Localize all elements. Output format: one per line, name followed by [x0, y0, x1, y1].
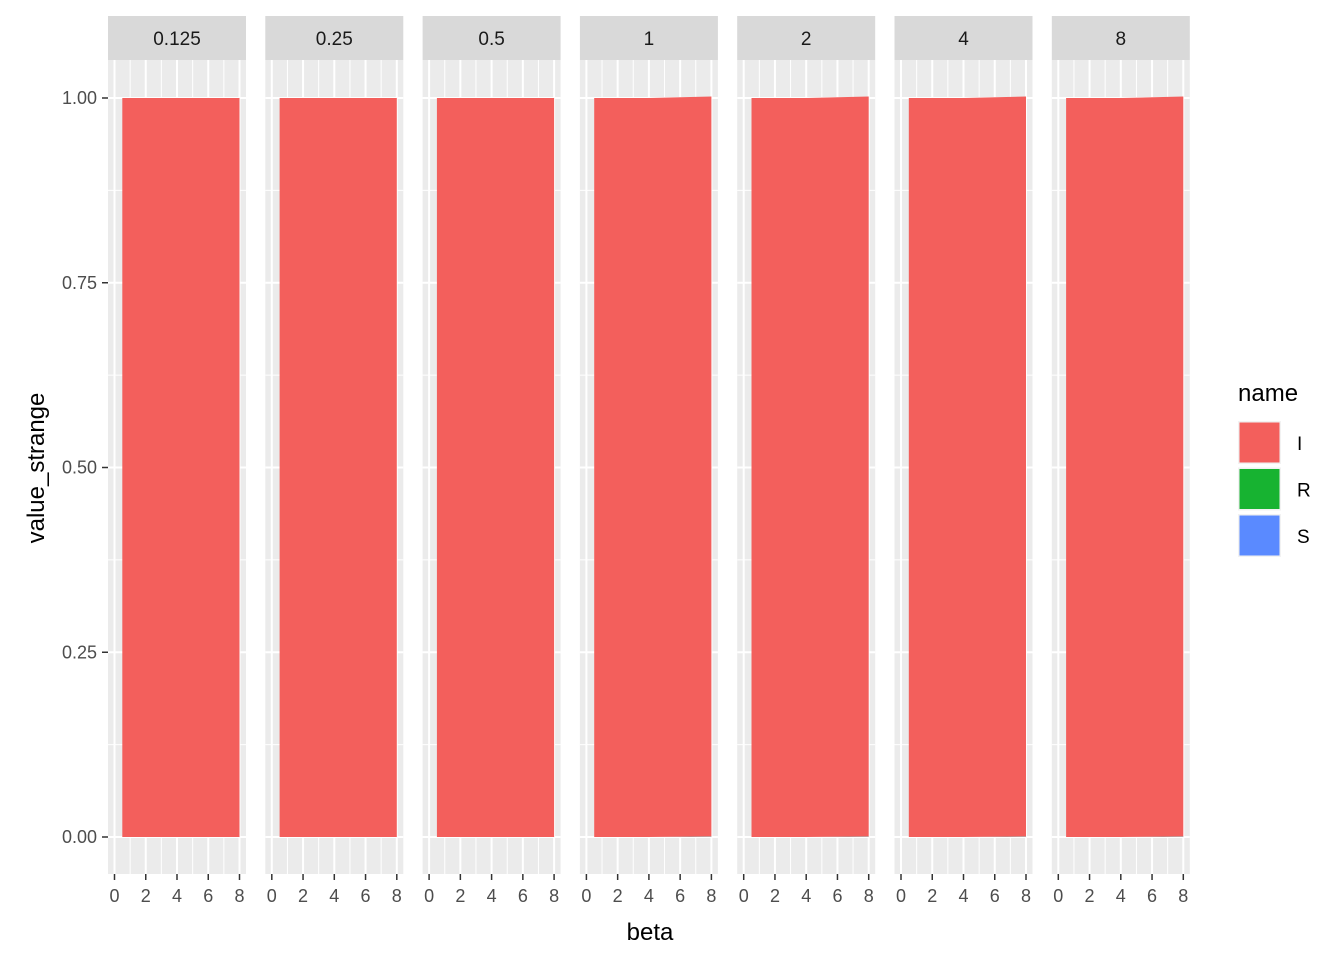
y-tick-label: 0.75	[62, 273, 97, 293]
x-tick-label: 0	[267, 886, 277, 906]
x-tick-label: 4	[172, 886, 182, 906]
facet-strip	[108, 16, 246, 60]
x-tick-label: 4	[958, 886, 968, 906]
x-tick-label: 0	[1053, 886, 1063, 906]
facet-strip-label: 4	[958, 29, 969, 50]
facet-strip	[737, 16, 876, 60]
legend-swatch-R	[1239, 469, 1280, 509]
x-tick-label: 6	[832, 886, 842, 906]
x-tick-label: 8	[1021, 886, 1031, 906]
y-tick-label: 0.25	[62, 642, 97, 662]
x-tick-label: 0	[109, 886, 119, 906]
y-tick-label: 1.00	[62, 88, 97, 108]
x-tick-label: 0	[739, 886, 749, 906]
facet-strip	[894, 16, 1033, 60]
facet-panel: 1 0 2 4 6 8	[579, 16, 718, 906]
facet-strip	[1051, 16, 1190, 60]
legend-swatch-S	[1239, 515, 1280, 556]
x-tick-label: 2	[613, 886, 623, 906]
area-series-I	[436, 98, 555, 837]
x-axis-title: beta	[627, 919, 674, 946]
x-tick-label: 0	[424, 886, 434, 906]
facet-strip-label: 8	[1116, 29, 1127, 50]
facet-panel: 8 0 2 4 6 8	[1051, 16, 1190, 906]
x-tick-label: 4	[487, 886, 497, 906]
x-tick-label: 6	[990, 886, 1000, 906]
facet-strip-label: 2	[801, 29, 812, 50]
x-tick-label: 2	[455, 886, 465, 906]
facet-panel: 0.5 0 2 4 6 8	[422, 16, 561, 906]
area-series-I	[594, 96, 712, 837]
x-tick-label: 8	[549, 886, 559, 906]
x-tick-label: 6	[518, 886, 528, 906]
x-tick-label: 4	[329, 886, 339, 906]
area-series-S	[751, 836, 869, 837]
facet-strip-label: 0.125	[153, 29, 201, 50]
y-axis-title: value_strange	[23, 393, 50, 544]
area-series-S	[1066, 836, 1184, 837]
facet-panel: 2 0 2 4 6 8	[737, 16, 876, 906]
x-tick-label: 2	[927, 886, 937, 906]
facet-panel: 0.125 0 2 4 6 8	[108, 16, 246, 906]
x-tick-label: 6	[361, 886, 371, 906]
area-series-I	[751, 96, 869, 837]
facet-strip-label: 0.5	[478, 29, 504, 50]
facet-panel: 4 0 2 4 6 8	[894, 16, 1033, 906]
y-tick-label: 0.00	[62, 827, 97, 847]
legend-label: S	[1297, 527, 1310, 548]
x-tick-label: 4	[801, 886, 811, 906]
x-tick-label: 6	[675, 886, 685, 906]
legend-label: R	[1297, 481, 1311, 502]
x-tick-label: 0	[896, 886, 906, 906]
x-tick-label: 6	[1147, 886, 1157, 906]
x-tick-label: 2	[770, 886, 780, 906]
x-tick-label: 2	[141, 886, 151, 906]
x-tick-label: 0	[581, 886, 591, 906]
y-tick-label: 0.50	[62, 458, 97, 478]
x-tick-label: 8	[392, 886, 402, 906]
facet-strip	[265, 16, 404, 60]
x-tick-label: 8	[234, 886, 244, 906]
x-tick-label: 2	[1085, 886, 1095, 906]
facet-strip-label: 1	[644, 29, 655, 50]
area-series-I	[908, 96, 1026, 837]
facet-strip	[579, 16, 718, 60]
facet-strip-label: 0.25	[316, 29, 353, 50]
y-axis: 0.00 0.25 0.50 0.75 1.00	[62, 88, 108, 847]
legend-swatch-I	[1239, 422, 1280, 463]
x-tick-label: 2	[298, 886, 308, 906]
x-tick-label: 4	[1116, 886, 1126, 906]
x-tick-label: 8	[706, 886, 716, 906]
area-series-I	[279, 98, 397, 837]
area-series-I	[122, 98, 240, 837]
legend: name I R S	[1238, 380, 1311, 557]
facet-panel: 0.25 0 2 4 6 8	[265, 16, 404, 906]
x-tick-label: 8	[864, 886, 874, 906]
facet-strip	[422, 16, 561, 60]
area-series-S	[594, 836, 712, 837]
legend-title: name	[1238, 380, 1298, 407]
x-tick-label: 4	[644, 886, 654, 906]
x-tick-label: 8	[1178, 886, 1188, 906]
area-series-I	[1066, 96, 1184, 837]
x-tick-label: 6	[203, 886, 213, 906]
area-series-S	[908, 836, 1026, 837]
legend-label: I	[1297, 434, 1302, 455]
